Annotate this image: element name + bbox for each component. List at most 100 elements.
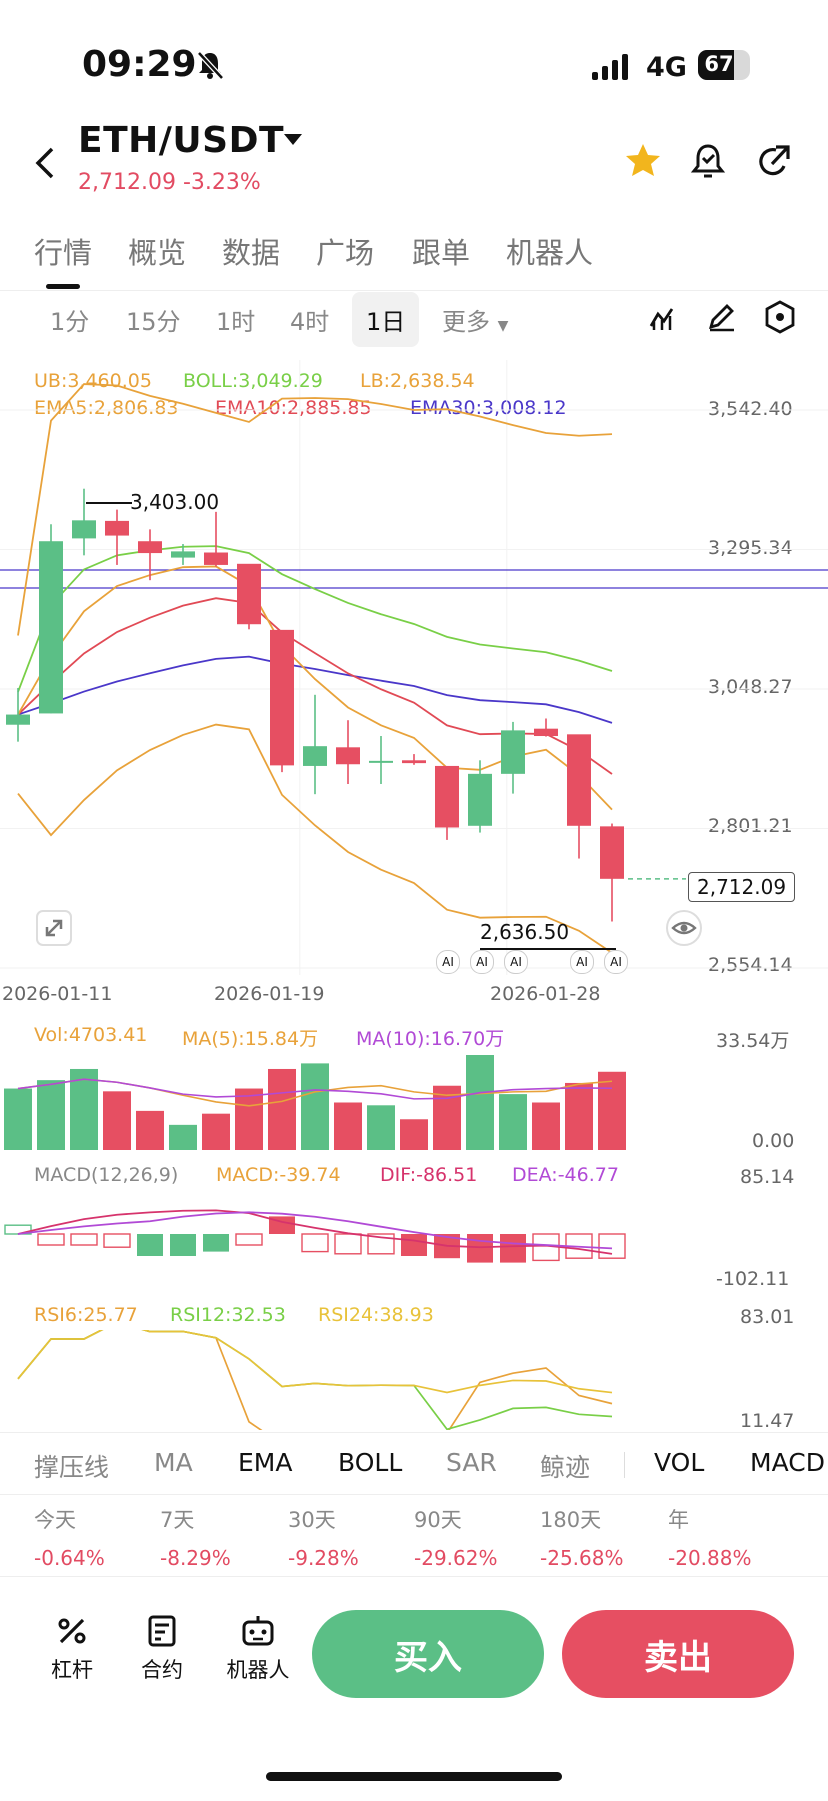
performance-value: -8.29%: [160, 1546, 231, 1570]
interval-4h[interactable]: 4时: [290, 308, 330, 336]
draw-pen-icon[interactable]: [706, 302, 736, 332]
buy-button[interactable]: 买入: [312, 1610, 544, 1698]
macd-axis-bottom: -102.11: [716, 1268, 790, 1290]
tab-square[interactable]: 广场: [316, 236, 375, 270]
tab-overview[interactable]: 概览: [128, 236, 187, 270]
volume-bar: [400, 1119, 428, 1150]
share-icon[interactable]: [756, 142, 792, 180]
rsi12-legend: RSI12:32.53: [170, 1304, 286, 1326]
boll-lower-line: [17, 723, 613, 954]
volume-bar: [532, 1102, 560, 1150]
indicator-sar[interactable]: SAR: [446, 1448, 497, 1477]
candle-body: [138, 541, 162, 554]
ai-badge[interactable]: AI: [570, 950, 594, 974]
indicator-support-resistance[interactable]: 撑压线: [34, 1453, 110, 1482]
indicator-ma[interactable]: MA: [154, 1448, 193, 1477]
indicator-macd[interactable]: MACD: [750, 1448, 825, 1477]
contract-label: 合约: [141, 1658, 183, 1682]
rsi12-line: [17, 1330, 613, 1430]
bell-mute-icon: [197, 51, 224, 80]
home-indicator: [266, 1772, 562, 1781]
dropdown-icon[interactable]: [284, 134, 302, 146]
volume-bar: [70, 1068, 98, 1150]
ai-badge[interactable]: AI: [604, 950, 628, 974]
performance-value: -9.28%: [288, 1546, 359, 1570]
macd-dif-line: [17, 1209, 613, 1255]
performance-7d: 7天 -8.29%: [160, 1504, 231, 1570]
volume-bar: [235, 1088, 263, 1150]
indicator-ema[interactable]: EMA: [238, 1448, 293, 1477]
performance-label: 今天: [34, 1508, 76, 1532]
expand-icon[interactable]: [36, 910, 72, 946]
back-icon[interactable]: [34, 146, 56, 180]
macd-bar: [467, 1234, 493, 1263]
battery-level: 67: [704, 52, 734, 76]
leverage-button[interactable]: 杠杆: [40, 1614, 104, 1684]
performance-value: -29.62%: [414, 1546, 498, 1570]
price-tick-4: 2,801.21: [708, 815, 793, 837]
robot-button[interactable]: 机器人: [218, 1614, 298, 1684]
macd-bar: [500, 1234, 526, 1263]
date-tick-1: 2026-01-11: [2, 983, 113, 1005]
interval-15m[interactable]: 15分: [126, 308, 181, 336]
divider: [0, 1432, 828, 1433]
tab-data[interactable]: 数据: [222, 236, 281, 270]
vol-legend: Vol:4703.41: [34, 1024, 148, 1046]
rsi-axis-bottom: 11.47: [740, 1410, 795, 1432]
indicator-boll[interactable]: BOLL: [338, 1448, 403, 1477]
contract-button[interactable]: 合约: [130, 1614, 194, 1684]
legend-lb: LB:2,638.54: [360, 370, 475, 392]
high-price-label: 3,403.00: [130, 490, 220, 514]
alert-bell-icon[interactable]: [690, 142, 726, 180]
pair-title[interactable]: ETH/USDT: [78, 120, 285, 161]
candle-body: [501, 730, 525, 774]
chart-settings-icon[interactable]: [764, 300, 796, 334]
indicator-whale[interactable]: 鲸迹: [540, 1453, 591, 1482]
divider: [0, 290, 828, 291]
tab-copy-trade[interactable]: 跟单: [412, 236, 471, 270]
interval-more[interactable]: 更多 ▼: [442, 302, 508, 337]
candlestick-chart[interactable]: [0, 360, 828, 975]
ai-badge[interactable]: AI: [470, 950, 494, 974]
macd-bar: [70, 1233, 98, 1246]
volume-bar: [268, 1068, 296, 1150]
macd-bar: [170, 1234, 196, 1256]
interval-1m[interactable]: 1分: [50, 308, 90, 336]
performance-today: 今天 -0.64%: [34, 1504, 105, 1570]
candle-body: [303, 746, 327, 766]
candle-body: [171, 551, 195, 558]
sell-button[interactable]: 卖出: [562, 1610, 794, 1698]
legend-boll: BOLL:3,049.29: [183, 370, 323, 392]
candle-body: [336, 747, 360, 765]
tab-quote[interactable]: 行情: [34, 236, 93, 270]
interval-1h[interactable]: 1时: [216, 308, 256, 336]
indicator-settings-icon[interactable]: [648, 302, 678, 332]
vol-axis-top: 33.54万: [716, 1030, 790, 1052]
candle-body: [468, 773, 492, 826]
performance-label: 30天: [288, 1508, 336, 1532]
macd-bar: [37, 1233, 65, 1246]
tab-robot[interactable]: 机器人: [506, 236, 594, 270]
ai-badge[interactable]: AI: [504, 950, 528, 974]
ai-badge[interactable]: AI: [436, 950, 460, 974]
macd-value: MACD:-39.74: [216, 1164, 341, 1186]
macd-chart: [4, 1209, 626, 1263]
legend-ema5: EMA5:2,806.83: [34, 397, 179, 419]
indicator-vol[interactable]: VOL: [654, 1448, 705, 1477]
volume-chart: [4, 1055, 626, 1150]
boll-mid-line: [17, 545, 613, 693]
price-tick-5: 2,554.14: [708, 954, 793, 976]
rsi24-legend: RSI24:38.93: [318, 1304, 434, 1326]
robot-label: 机器人: [226, 1658, 290, 1682]
performance-180d: 180天 -25.68%: [540, 1504, 623, 1570]
star-icon[interactable]: [624, 142, 662, 180]
volume-bar: [334, 1102, 362, 1150]
last-price-tag[interactable]: 2,712.09: [688, 872, 796, 902]
vol-axis-bottom: 0.00: [752, 1130, 795, 1152]
macd-bar: [203, 1234, 229, 1252]
interval-1d[interactable]: 1日: [352, 292, 420, 347]
network-label: 4G: [646, 52, 687, 83]
volume-ma10-line: [17, 1078, 613, 1100]
eye-icon[interactable]: [666, 910, 702, 946]
volume-bar: [598, 1071, 626, 1150]
